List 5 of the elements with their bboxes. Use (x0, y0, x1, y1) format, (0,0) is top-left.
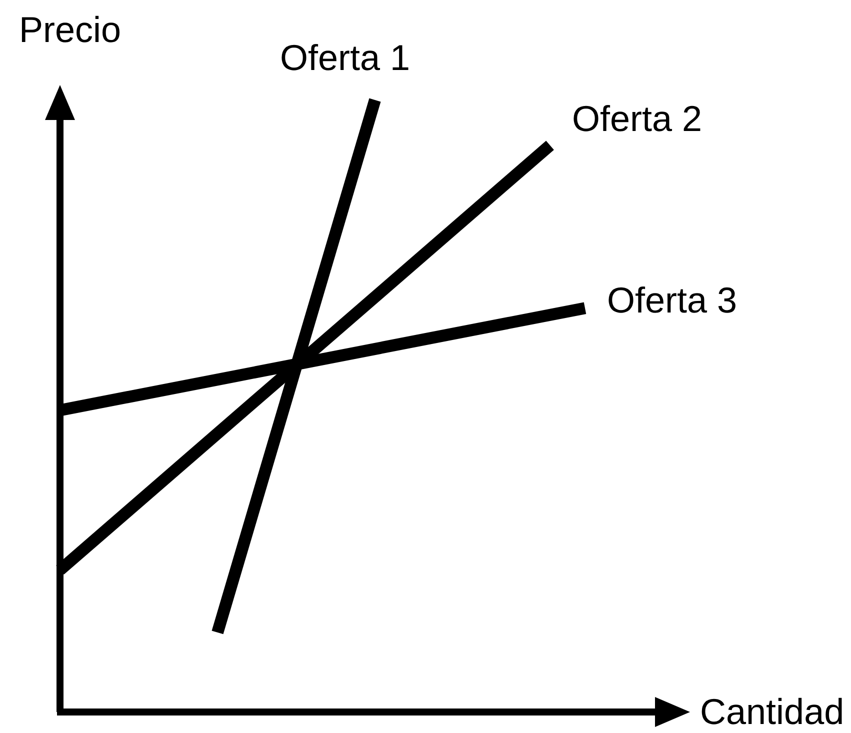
x-axis-title: Cantidad (700, 690, 844, 732)
series-label: Oferta 3 (607, 279, 738, 320)
series-label: Oferta 2 (572, 98, 702, 140)
y-axis-title: Precio (18, 9, 122, 50)
series-label: Oferta 1 (280, 37, 410, 78)
